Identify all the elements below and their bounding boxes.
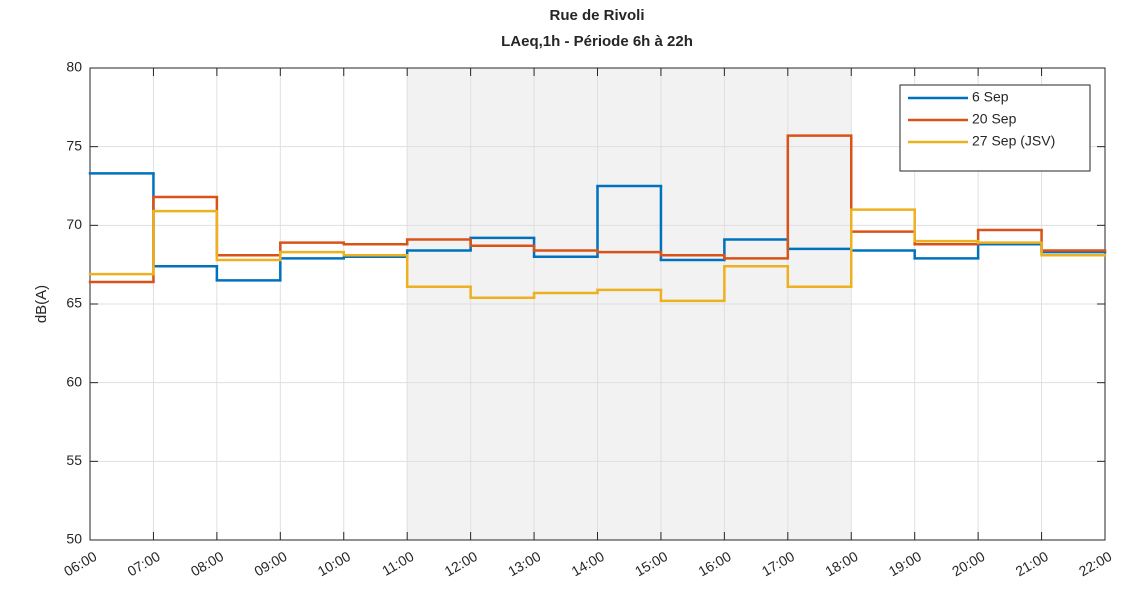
y-tick-label: 80 <box>66 59 82 75</box>
legend-box <box>899 84 1091 172</box>
y-tick-label: 65 <box>66 295 82 311</box>
legend: 6 Sep 20 Sep 27 Sep (JSV) <box>899 84 1091 172</box>
chart-subtitle: LAeq,1h - Période 6h à 22h <box>501 33 693 50</box>
chart-title: Rue de Rivoli <box>549 7 644 24</box>
legend-label: 20 Sep <box>972 111 1017 127</box>
x-tick-label: 14:00 <box>569 548 608 579</box>
x-tick-label: 21:00 <box>1013 548 1052 579</box>
x-tick-label: 22:00 <box>1076 548 1115 579</box>
x-tick-label: 08:00 <box>188 548 227 579</box>
y-tick-label: 50 <box>66 531 82 547</box>
x-tick-label: 06:00 <box>61 548 100 579</box>
x-tick-label: 19:00 <box>886 548 925 579</box>
x-tick-label: 18:00 <box>822 548 861 579</box>
x-tick-label: 13:00 <box>505 548 544 579</box>
x-tick-label: 10:00 <box>315 548 354 579</box>
legend-label: 27 Sep (JSV) <box>972 133 1055 149</box>
x-tick-label: 17:00 <box>759 548 798 579</box>
y-tick-label: 60 <box>66 373 82 389</box>
y-tick-label: 55 <box>66 452 82 468</box>
x-tick-label: 16:00 <box>695 548 734 579</box>
x-tick-label: 09:00 <box>251 548 290 579</box>
y-tick-label: 70 <box>66 216 82 232</box>
legend-label: 6 Sep <box>972 89 1009 105</box>
plot-frame <box>89 67 1106 541</box>
y-axis-label: dB(A) <box>33 285 50 323</box>
x-tick-label: 12:00 <box>442 548 481 579</box>
x-tick-label: 11:00 <box>379 548 417 579</box>
y-tick-label: 75 <box>66 137 82 153</box>
x-tick-label: 07:00 <box>124 548 163 579</box>
x-tick-label: 15:00 <box>632 548 671 579</box>
x-tick-label: 20:00 <box>949 548 988 579</box>
